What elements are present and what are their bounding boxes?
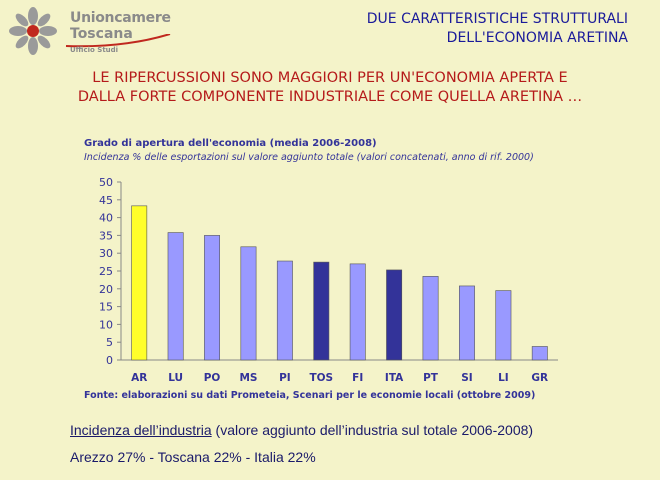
industry-incidence-values: Arezzo 27% - Toscana 22% - Italia 22% <box>70 449 316 465</box>
y-tick-label: 45 <box>99 194 113 207</box>
x-tick-label: LU <box>168 372 183 384</box>
slide-header: DUE CARATTERISTICHE STRUTTURALI DELL'ECO… <box>367 10 628 48</box>
chart-title: Grado di apertura dell'economia (media 2… <box>84 138 377 149</box>
header-line-1: DUE CARATTERISTICHE STRUTTURALI <box>366 11 628 27</box>
bar-ms <box>240 246 257 361</box>
y-tick-label: 20 <box>99 283 113 296</box>
bar-pt <box>422 276 439 361</box>
bar-pi <box>276 260 293 361</box>
x-tick-label: PI <box>279 372 291 384</box>
x-tick-label: TOS <box>309 372 333 384</box>
bar-ar <box>131 205 148 361</box>
bar-tos <box>313 261 330 361</box>
slide-headline: LE RIPERCUSSIONI SONO MAGGIORI PER UN'EC… <box>0 69 660 107</box>
y-tick-label: 50 <box>99 176 113 189</box>
x-tick-label: GR <box>531 372 548 384</box>
x-tick-label: ITA <box>385 372 404 384</box>
x-tick-label: LI <box>498 372 509 384</box>
bar-li <box>495 290 512 361</box>
bar-fi <box>349 263 366 361</box>
y-tick-label: 25 <box>99 265 113 278</box>
bar-gr <box>531 346 548 361</box>
y-tick-label: 30 <box>99 247 113 260</box>
bar-lu <box>167 232 184 361</box>
logo-swoosh-icon <box>65 34 171 48</box>
y-tick-label: 10 <box>99 318 113 331</box>
x-tick-label: PT <box>423 372 439 384</box>
x-tick-label: PO <box>204 372 221 384</box>
logo-line-2: Toscana <box>70 26 133 42</box>
x-tick-label: SI <box>461 372 472 384</box>
industry-incidence-link[interactable]: Incidenza dell’industria <box>70 422 212 438</box>
x-tick-label: FI <box>352 372 363 384</box>
x-tick-label: AR <box>131 372 147 384</box>
y-tick-label: 40 <box>99 212 113 225</box>
chart-source: Fonte: elaborazioni su dati Prometeia, S… <box>84 390 536 401</box>
headline-line-2: DALLA FORTE COMPONENTE INDUSTRIALE COME … <box>77 89 583 105</box>
industry-incidence-note: Incidenza dell’industria (valore aggiunt… <box>70 422 533 438</box>
logo-line-3: Ufficio Studi <box>70 46 119 54</box>
logo-flower-icon <box>9 7 57 55</box>
y-tick-label: 35 <box>99 229 113 242</box>
bar-po <box>204 235 220 361</box>
y-tick-label: 5 <box>106 336 113 349</box>
logo-line-1: Unioncamere <box>70 10 171 26</box>
header-line-2: DELL'ECONOMIA ARETINA <box>446 30 628 46</box>
chart-subtitle: Incidenza % delle esportazioni sul valor… <box>84 152 534 163</box>
x-tick-label: MS <box>239 372 257 384</box>
bar-si <box>459 285 475 361</box>
y-tick-label: 15 <box>99 301 113 314</box>
unioncamere-logo: Unioncamere Toscana Ufficio Studi <box>8 6 188 60</box>
y-tick-label: 0 <box>106 354 113 367</box>
bar-ita <box>386 269 403 361</box>
industry-incidence-detail: (valore aggiunto dell’industria sul tota… <box>211 422 534 438</box>
headline-line-1: LE RIPERCUSSIONI SONO MAGGIORI PER UN'EC… <box>92 70 568 86</box>
